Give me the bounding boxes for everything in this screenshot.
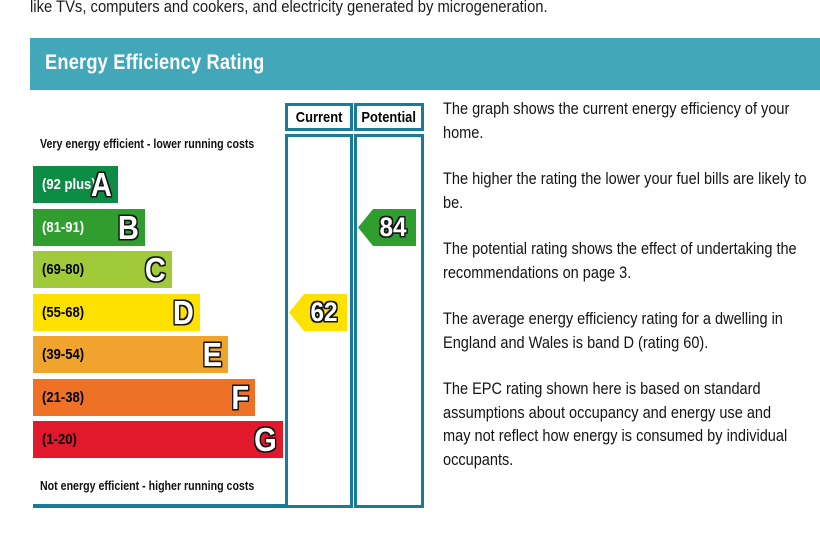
band-e-range: (39-54): [42, 346, 85, 363]
band-d-range: (55-68): [42, 304, 85, 321]
p4-line1: The average energy efficiency rating for…: [443, 309, 783, 328]
p3-line1: The potential rating shows the effect of…: [443, 239, 797, 258]
description-panel: The graph shows the current energy effic…: [443, 97, 819, 494]
description-paragraph-5: The EPC rating shown here is based on st…: [443, 377, 819, 471]
potential-rating-value: 84: [379, 212, 407, 242]
section-header-bar: Energy Efficiency Rating: [30, 38, 820, 90]
p1-line1: The graph shows the current energy effic…: [443, 99, 790, 118]
current-rating-value: 62: [310, 297, 338, 327]
band-b-letter: B: [118, 208, 139, 246]
description-paragraph-3: The potential rating shows the effect of…: [443, 237, 819, 284]
band-a-letter: A: [91, 165, 112, 203]
band-b-range: (81-91): [42, 219, 85, 236]
p2-line2: be.: [443, 192, 464, 212]
band-d-letter: D: [173, 293, 194, 331]
potential-column: [354, 134, 424, 508]
p5-line3: may not reflect how energy is consumed b…: [443, 426, 788, 445]
band-e: (39-54) E: [33, 336, 228, 373]
p5-line2: assumptions about occupancy and energy u…: [443, 402, 772, 422]
band-b: (81-91) B: [33, 209, 145, 246]
band-c-letter: C: [145, 250, 166, 288]
band-f: (21-38) F: [33, 379, 255, 416]
description-paragraph-2: The higher the rating the lower your fue…: [443, 167, 819, 214]
band-a: (92 plus) A: [33, 166, 118, 203]
section-title: Energy Efficiency Rating: [45, 51, 265, 74]
p2-line1: The higher the rating the lower your fue…: [443, 169, 807, 188]
bottom-caption: Not energy efficient - higher running co…: [40, 479, 255, 493]
description-paragraph-1: The graph shows the current energy effic…: [443, 97, 819, 144]
band-g-range: (1-20): [42, 431, 77, 448]
current-column-label: Current: [295, 108, 343, 126]
top-caption: Very energy efficient - lower running co…: [40, 137, 255, 151]
band-c: (69-80) C: [33, 251, 172, 288]
intro-text: like TVs, computers and cookers, and ele…: [30, 0, 548, 16]
potential-column-header: Potential: [354, 103, 424, 131]
p3-line2: recommendations on page 3.: [443, 262, 632, 282]
band-e-letter: E: [202, 335, 222, 373]
band-c-range: (69-80): [42, 261, 85, 278]
band-g-letter: G: [254, 420, 277, 458]
current-column-header: Current: [285, 103, 353, 131]
chart-baseline: [33, 504, 285, 508]
band-a-range: (92 plus): [42, 176, 96, 193]
p5-line1: The EPC rating shown here is based on st…: [443, 379, 761, 398]
description-paragraph-4: The average energy efficiency rating for…: [443, 307, 819, 354]
p1-line2: home.: [443, 122, 484, 142]
band-g: (1-20) G: [33, 421, 283, 458]
potential-column-label: Potential: [361, 108, 417, 126]
band-f-letter: F: [231, 378, 249, 416]
p5-line4: occupants.: [443, 449, 514, 469]
p4-line2: England and Wales is band D (rating 60).: [443, 332, 709, 352]
band-f-range: (21-38): [42, 389, 85, 406]
band-d: (55-68) D: [33, 294, 200, 331]
